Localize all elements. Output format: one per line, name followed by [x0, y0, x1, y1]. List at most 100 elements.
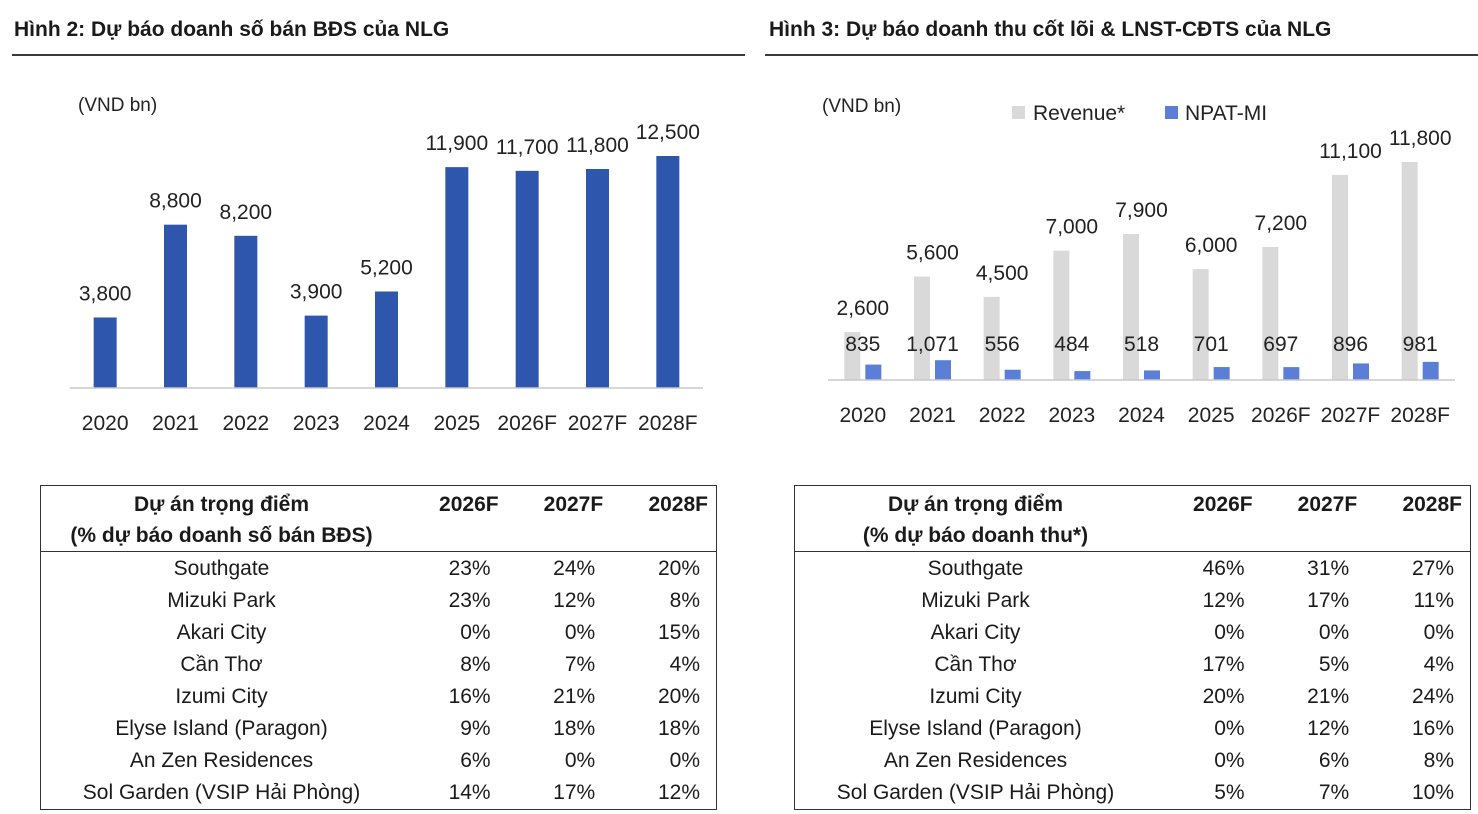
share-value-cell: 46%	[1202, 557, 1245, 580]
share-value-cell: 5%	[1318, 653, 1350, 676]
share-value-cell: 0%	[1214, 717, 1245, 740]
sales-forecast-chart: (VND bn) 3,800 2020 8,800 2021 8,200 2022 3,900…	[70, 95, 703, 435]
bar-value-label: 3,900	[290, 281, 343, 304]
table-row: Southgate 46% 31% 27%	[795, 552, 1471, 586]
project-header-line1: Dự án trọng điểm	[133, 493, 310, 516]
share-value-cell: 0%	[1214, 749, 1245, 772]
npat-bar	[865, 364, 882, 380]
x-tick-label: 2028F	[638, 412, 698, 435]
x-tick-label: 2020	[82, 412, 129, 435]
project-header-line2: (% dự báo doanh số bán BĐS)	[70, 524, 373, 547]
share-value-cell: 4%	[1423, 653, 1454, 676]
figure-2-divider	[12, 54, 745, 56]
npat-value-label: 981	[1403, 333, 1438, 356]
share-value-cell: 21%	[553, 685, 596, 708]
share-value-cell: 31%	[1307, 557, 1350, 580]
share-value-cell: 17%	[1307, 589, 1350, 612]
npat-value-label: 518	[1124, 333, 1159, 356]
sales-bar	[164, 224, 187, 388]
share-value-cell: 24%	[553, 557, 596, 580]
revenue-value-label: 11,800	[1389, 127, 1452, 150]
revenue-value-label: 6,000	[1185, 234, 1238, 257]
project-name-cell: Izumi City	[175, 685, 268, 708]
project-name-cell: Izumi City	[929, 685, 1022, 708]
table-row: Izumi City 20% 21% 24%	[795, 681, 1471, 713]
share-value-cell: 27%	[1411, 557, 1454, 580]
project-name-cell: Cần Thơ	[934, 653, 1017, 676]
project-header-line1: Dự án trọng điểm	[887, 493, 1064, 516]
year-header-2026f: 2026F	[439, 493, 499, 516]
share-value-cell: 7%	[564, 653, 596, 676]
sales-bar	[656, 156, 680, 388]
revenue-value-label: 11,100	[1319, 140, 1382, 163]
share-value-cell: 12%	[553, 589, 596, 612]
share-value-cell: 17%	[1202, 653, 1245, 676]
share-value-cell: 11%	[1413, 589, 1454, 612]
revenue-bar	[844, 331, 861, 380]
table-row: Mizuki Park 23% 12% 8%	[41, 585, 717, 617]
share-value-cell: 12%	[1307, 717, 1350, 740]
table-row: An Zen Residences 0% 6% 8%	[795, 745, 1471, 777]
npat-bar	[935, 360, 951, 380]
x-tick-label: 2026F	[1251, 404, 1311, 427]
project-name-cell: Akari City	[930, 621, 1021, 644]
x-tick-label: 2022	[222, 412, 269, 435]
figure-3-divider	[765, 54, 1478, 56]
share-value-cell: 18%	[553, 717, 596, 740]
share-value-cell: 8%	[460, 653, 491, 676]
project-name-cell: Sol Garden (VSIP Hải Phòng)	[836, 781, 1115, 804]
bar-value-label: 5,200	[360, 256, 413, 279]
x-tick-label: 2027F	[568, 412, 628, 435]
revenue-bar	[983, 296, 1000, 380]
x-tick-label: 2022	[979, 404, 1026, 427]
bar-value-label: 11,900	[425, 132, 488, 155]
y-axis-unit-label: (VND bn)	[78, 95, 157, 116]
npat-value-label: 697	[1263, 333, 1298, 356]
year-header-2028f: 2028F	[1402, 493, 1462, 516]
project-name-cell: Elyse Island (Paragon)	[869, 717, 1082, 740]
sales-bar	[234, 235, 258, 388]
npat-bar	[1144, 370, 1160, 380]
bar-value-label: 3,800	[79, 282, 132, 305]
sales-bar	[375, 291, 398, 388]
table-row: Akari City 0% 0% 15%	[41, 617, 717, 649]
table-row: Sol Garden (VSIP Hải Phòng) 5% 7% 10%	[795, 777, 1471, 810]
share-value-cell: 6%	[1318, 749, 1350, 772]
sales-bar	[445, 167, 469, 388]
share-value-cell: 5%	[1214, 781, 1245, 804]
share-value-cell: 0%	[1214, 621, 1245, 644]
npat-bar	[1283, 367, 1300, 380]
table-row: An Zen Residences 6% 0% 0%	[41, 745, 717, 777]
share-value-cell: 20%	[657, 685, 700, 708]
project-name-cell: An Zen Residences	[129, 749, 314, 772]
share-value-cell: 0%	[564, 749, 596, 772]
revenue-share-table: Dự án trọng điểm (% dự báo doanh thu*) 2…	[794, 485, 1471, 810]
npat-bar	[1074, 371, 1091, 380]
project-name-cell: Southgate	[173, 557, 270, 580]
project-name-cell: Elyse Island (Paragon)	[115, 717, 328, 740]
table-row: Southgate 23% 24% 20%	[41, 552, 717, 586]
sales-bar	[93, 317, 117, 388]
share-value-cell: 6%	[460, 749, 491, 772]
figure-2-title: Hình 2: Dự báo doanh số bán BĐS của NLG	[14, 18, 450, 41]
bar-value-label: 8,200	[220, 201, 273, 224]
share-value-cell: 17%	[553, 781, 596, 804]
npat-value-label: 1,071	[906, 333, 959, 356]
revenue-bar	[1053, 250, 1070, 380]
revenue-bar	[1332, 174, 1348, 380]
npat-value-label: 701	[1194, 333, 1229, 356]
share-value-cell: 18%	[657, 717, 700, 740]
table-row: Cần Thơ 8% 7% 4%	[41, 649, 717, 681]
revenue-bar	[1192, 269, 1209, 380]
sales-bar	[304, 315, 328, 388]
share-value-cell: 24%	[1411, 685, 1454, 708]
sales-share-table: Dự án trọng điểm (% dự báo doanh số bán …	[40, 485, 717, 810]
year-header-2027f: 2027F	[1297, 493, 1358, 516]
share-value-cell: 0%	[1318, 621, 1350, 644]
revenue-value-label: 7,200	[1255, 212, 1308, 235]
project-name-cell: Mizuki Park	[921, 589, 1030, 612]
npat-bar	[1422, 361, 1439, 380]
revenue-bar	[914, 276, 930, 380]
npat-bar	[1004, 369, 1021, 380]
figure-3-panel: Hình 3: Dự báo doanh thu cốt lõi & LNST-…	[765, 0, 1478, 814]
